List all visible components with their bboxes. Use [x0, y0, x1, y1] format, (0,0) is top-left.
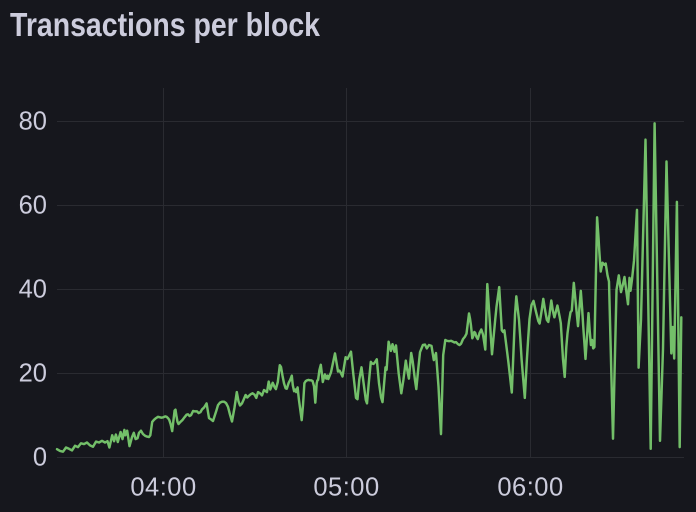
svg-text:20: 20	[19, 360, 47, 388]
svg-text:04:00: 04:00	[130, 474, 196, 502]
svg-text:40: 40	[19, 276, 47, 304]
svg-text:60: 60	[19, 192, 47, 220]
svg-text:Transactions per block: Transactions per block	[10, 6, 321, 43]
svg-text:05:00: 05:00	[313, 474, 379, 502]
svg-text:80: 80	[19, 108, 47, 136]
svg-text:06:00: 06:00	[497, 474, 563, 502]
svg-text:0: 0	[33, 444, 47, 472]
